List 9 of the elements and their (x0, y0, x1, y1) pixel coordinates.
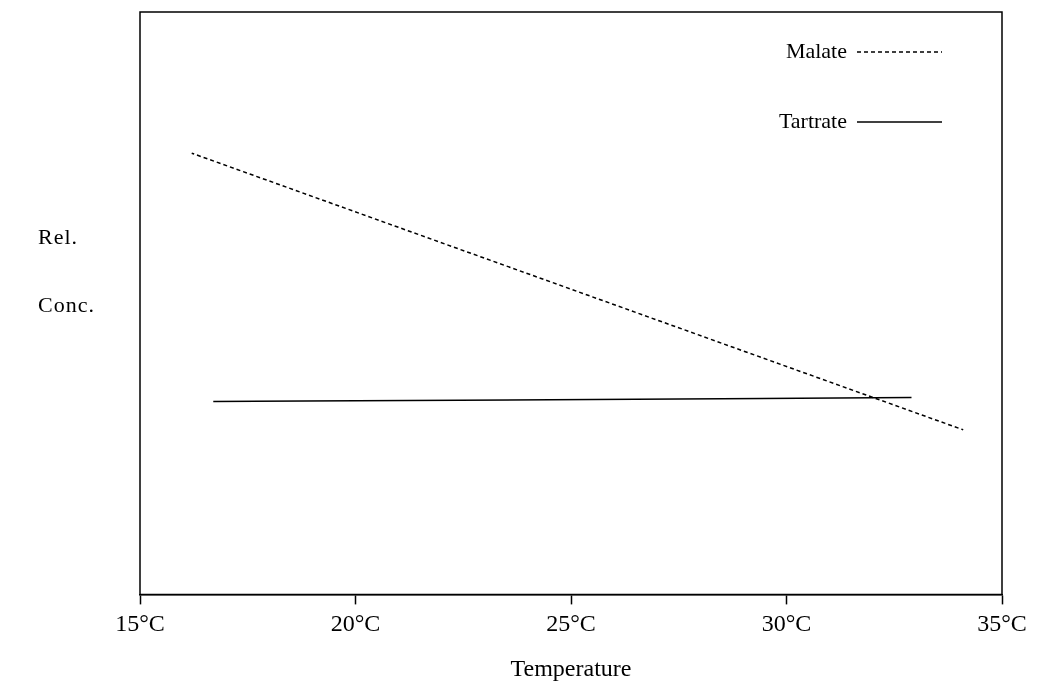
legend-label: Malate (785, 37, 848, 63)
x-tick-label: 30°C (761, 610, 812, 637)
x-tick-label: 20°C (330, 610, 381, 637)
x-axis-title: Temperature (510, 654, 632, 681)
legend-label: Tartrate (778, 107, 847, 133)
x-tick-label: 15°C (115, 610, 165, 637)
x-tick-label: 35°C (977, 610, 1027, 637)
x-tick-label: 25°C (546, 610, 596, 637)
text: Rel. Conc. (38, 224, 95, 317)
